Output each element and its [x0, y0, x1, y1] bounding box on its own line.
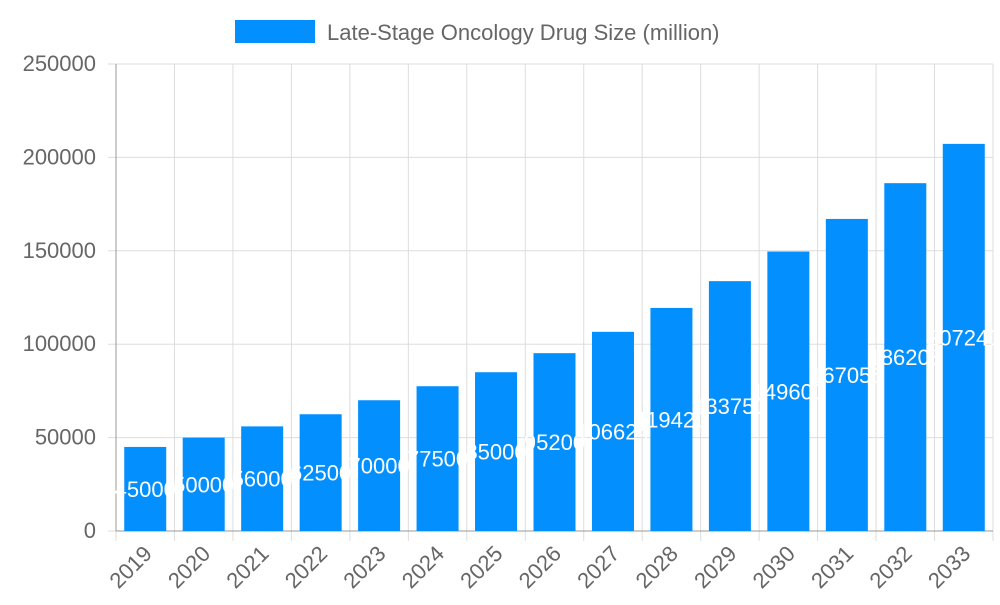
- data-label: 95200: [524, 430, 585, 455]
- x-tick-label: 2029: [689, 541, 741, 593]
- bar: [533, 353, 576, 531]
- data-label: 149600: [752, 379, 825, 404]
- data-label: 167056: [810, 363, 883, 388]
- x-tick-label: 2020: [163, 541, 215, 593]
- bar: [124, 446, 167, 531]
- bar: [591, 331, 634, 531]
- bar: [358, 400, 401, 531]
- legend-swatch: [235, 20, 315, 43]
- bar: [650, 307, 693, 531]
- data-label: 56000: [232, 467, 293, 492]
- data-label: 45000: [115, 477, 176, 502]
- data-label: 85000: [465, 440, 526, 465]
- bar: [299, 414, 342, 531]
- x-tick-label: 2028: [631, 541, 683, 593]
- data-label: 106624: [576, 419, 649, 444]
- x-tick-label: 2030: [748, 541, 800, 593]
- y-tick-label: 250000: [23, 51, 96, 76]
- x-tick-label: 2032: [865, 541, 917, 593]
- y-tick-label: 150000: [23, 238, 96, 263]
- x-tick-label: 2023: [338, 541, 390, 593]
- x-tick-label: 2019: [104, 541, 156, 593]
- y-tick-label: 0: [84, 518, 96, 543]
- x-tick-label: 2033: [923, 541, 975, 593]
- x-tick-label: 2031: [806, 541, 858, 593]
- bar: [825, 218, 868, 531]
- bar: [708, 281, 751, 531]
- legend-label: Late-Stage Oncology Drug Size (million): [327, 20, 720, 45]
- bar: [884, 183, 927, 531]
- y-tick-label: 50000: [35, 425, 96, 450]
- y-tick-label: 200000: [23, 144, 96, 169]
- data-label: 50000: [173, 472, 234, 497]
- bar: [942, 143, 985, 532]
- bar: [241, 426, 284, 531]
- x-tick-label: 2024: [397, 541, 449, 593]
- bar: [416, 386, 459, 531]
- bar: [182, 437, 225, 531]
- data-label: 133750: [693, 394, 766, 419]
- x-tick-label: 2021: [221, 541, 273, 593]
- x-tick-label: 2025: [455, 541, 507, 593]
- data-label: 119420: [636, 407, 708, 432]
- data-label: 77500: [407, 447, 468, 472]
- bar: [475, 372, 518, 531]
- data-label: 70000: [349, 454, 410, 479]
- bar: [767, 251, 810, 532]
- data-label: 62500: [290, 461, 351, 486]
- x-tick-label: 2022: [280, 541, 332, 593]
- data-label: 186208: [869, 345, 942, 370]
- data-label: 207240: [927, 325, 1000, 350]
- x-tick-label: 2026: [514, 541, 566, 593]
- y-tick-label: 100000: [23, 331, 96, 356]
- x-tick-label: 2027: [572, 541, 624, 593]
